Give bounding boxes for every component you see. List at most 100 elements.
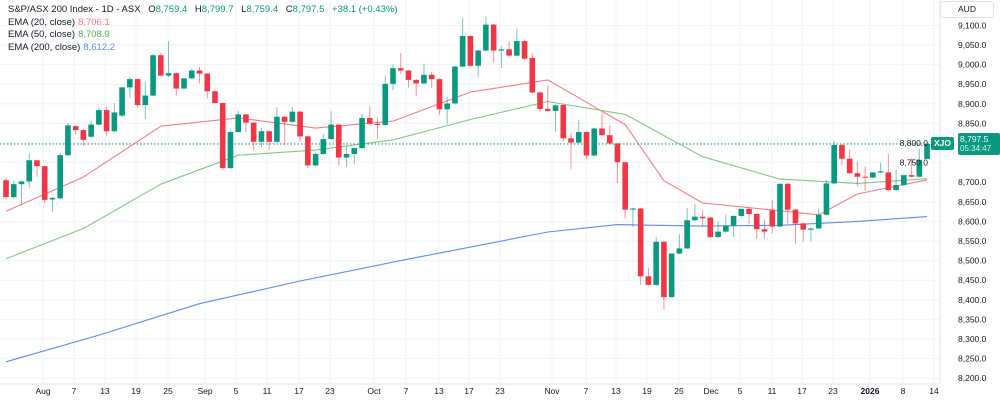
candle bbox=[575, 119, 582, 144]
candle bbox=[88, 121, 94, 138]
candle-body bbox=[599, 128, 605, 136]
candle bbox=[57, 153, 63, 200]
candle-body bbox=[846, 158, 853, 174]
candle bbox=[134, 78, 141, 108]
candle bbox=[630, 207, 636, 227]
candle-body bbox=[72, 126, 79, 131]
candle bbox=[258, 127, 265, 147]
candle-body bbox=[212, 91, 218, 104]
candle bbox=[467, 35, 474, 67]
indicator-label: EMA (50, close) bbox=[8, 29, 76, 40]
candle-body bbox=[483, 24, 489, 51]
y-tick-label: 8,250.0 bbox=[958, 354, 987, 364]
candle-body bbox=[630, 208, 636, 210]
y-tick-label: 9,000.0 bbox=[958, 60, 987, 70]
candle bbox=[908, 158, 915, 178]
x-tick-label: 7 bbox=[72, 386, 77, 396]
ema-line-200 bbox=[5, 216, 928, 363]
candle bbox=[281, 115, 288, 146]
candle bbox=[382, 75, 389, 126]
candles bbox=[3, 16, 930, 310]
candle bbox=[591, 127, 598, 157]
high-value: 8,799.7 bbox=[201, 4, 234, 15]
candle-body bbox=[26, 160, 33, 182]
x-tick-label: 13 bbox=[434, 386, 444, 396]
candle-body bbox=[870, 172, 876, 178]
candle bbox=[846, 149, 853, 174]
candle-body bbox=[219, 103, 226, 169]
high-label: H bbox=[194, 4, 202, 15]
candle-body bbox=[893, 184, 899, 191]
indicator-ema20[interactable]: EMA (20, close) 8,706.1 bbox=[8, 17, 398, 30]
candle-body bbox=[305, 136, 311, 166]
candle bbox=[560, 104, 567, 142]
close-label: C bbox=[285, 4, 293, 15]
candle bbox=[792, 208, 799, 245]
candle bbox=[165, 41, 172, 78]
candle-body bbox=[235, 114, 241, 133]
candle-body bbox=[34, 160, 40, 167]
candle-body bbox=[545, 108, 551, 111]
candle-body bbox=[467, 36, 474, 66]
candle bbox=[150, 54, 156, 97]
candle-body bbox=[436, 79, 443, 110]
candle bbox=[521, 40, 528, 60]
candle-body bbox=[405, 70, 412, 80]
indicator-ema50[interactable]: EMA (50, close) 8,708.9 bbox=[8, 29, 398, 42]
candle bbox=[823, 179, 830, 216]
currency-button[interactable]: AUD bbox=[940, 1, 994, 18]
x-tick-label: 23 bbox=[325, 386, 335, 396]
time-axis[interactable]: Aug 7 13 19 25 Sep 5 11 17 23 Oct 7 13 17 23 Nov 7 13 19 25… bbox=[35, 386, 939, 396]
candle-body bbox=[784, 183, 791, 210]
indicator-ema200[interactable]: EMA (200, close) 8,612.2 bbox=[8, 42, 398, 55]
candle bbox=[730, 215, 737, 238]
candle bbox=[808, 227, 814, 242]
candle bbox=[127, 77, 133, 98]
candle-body bbox=[730, 215, 737, 226]
candle bbox=[359, 114, 365, 149]
candle bbox=[676, 234, 683, 255]
candle bbox=[10, 180, 17, 199]
y-tick-label: 9,050.0 bbox=[958, 40, 987, 50]
candle-body bbox=[568, 138, 574, 143]
candle-body bbox=[397, 68, 404, 71]
candle bbox=[614, 142, 621, 184]
candle bbox=[862, 166, 868, 191]
candle bbox=[583, 131, 590, 160]
candle bbox=[96, 107, 102, 126]
candle-body bbox=[266, 131, 272, 142]
candle-body bbox=[800, 223, 807, 230]
candle-body bbox=[637, 208, 644, 277]
candle-body bbox=[854, 173, 861, 177]
candle-body bbox=[753, 213, 760, 230]
candle bbox=[901, 174, 907, 186]
open-value: 8,759.4 bbox=[155, 4, 188, 15]
candle bbox=[483, 16, 489, 52]
y-tick-label: 8,700.0 bbox=[958, 177, 987, 187]
candle-body bbox=[258, 131, 265, 142]
candle bbox=[506, 41, 512, 57]
candle-body bbox=[444, 103, 450, 110]
y-tick-label: 8,800.0 bbox=[900, 138, 929, 148]
candle-body bbox=[88, 124, 94, 137]
candle-body bbox=[165, 73, 172, 76]
y-tick-label: 8,500.0 bbox=[958, 256, 987, 266]
candle bbox=[351, 147, 358, 165]
candle-body bbox=[134, 79, 141, 105]
x-tick-label: 14 bbox=[929, 386, 939, 396]
candle-body bbox=[529, 57, 536, 93]
y-tick-label: 8,600.0 bbox=[958, 216, 987, 226]
candle-body bbox=[390, 68, 396, 84]
price-axis[interactable]: 8,200.0 8,250.0 8,300.0 8,350.0 8,400.0 8,450… bbox=[900, 20, 987, 383]
candle bbox=[421, 63, 427, 85]
x-tick-label: 23 bbox=[828, 386, 838, 396]
candle bbox=[854, 161, 861, 187]
candle-body bbox=[746, 208, 752, 214]
x-tick-label: 13 bbox=[611, 386, 621, 396]
candle bbox=[219, 102, 226, 171]
candle-body bbox=[336, 124, 342, 158]
candle bbox=[119, 86, 125, 118]
candle bbox=[188, 68, 195, 80]
y-tick-label: 8,350.0 bbox=[958, 314, 987, 324]
